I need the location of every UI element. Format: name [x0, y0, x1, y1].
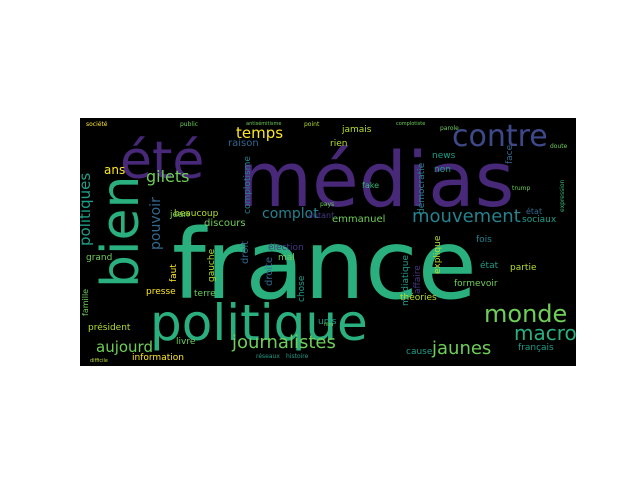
word-etat-1: état	[526, 206, 542, 216]
word-autant: autant	[308, 211, 334, 220]
word-rien: rien	[330, 139, 347, 149]
word-aujourd: aujourd	[96, 338, 153, 356]
word-contre: contre	[452, 119, 548, 154]
word-raison: raison	[228, 138, 259, 149]
word-affaire: affaire	[413, 265, 423, 294]
word-faut: faut	[169, 264, 179, 282]
word-discours: discours	[204, 218, 246, 229]
word-francais: français	[518, 343, 554, 353]
word-droite: droite	[264, 257, 275, 286]
word-monde: monde	[484, 300, 567, 328]
word-cloud-canvas: médias france politique été bien contre …	[80, 119, 576, 364]
word-unis: unis	[318, 317, 337, 327]
word-bien: bien	[91, 176, 151, 288]
word-gilets: gilets	[146, 167, 190, 186]
word-sociaux: sociaux	[522, 215, 557, 225]
word-livre: livre	[176, 337, 196, 347]
word-democratie: démocratie	[416, 162, 427, 214]
word-cloud: médias france politique été bien contre …	[80, 118, 576, 366]
word-gauche: gauche	[207, 248, 217, 282]
word-journalistes: journalistes	[231, 332, 336, 353]
word-doute: doute	[550, 143, 568, 150]
word-mal: mal	[278, 253, 295, 263]
word-jean: jean	[169, 210, 189, 220]
word-fake: fake	[362, 181, 379, 190]
word-non: non	[434, 165, 451, 175]
word-beaucoup: beaucoup	[174, 209, 219, 219]
word-temps: temps	[236, 124, 283, 142]
word-face: face	[505, 144, 515, 164]
word-reseaux: réseaux	[256, 353, 280, 360]
word-complotiste: complotiste	[396, 121, 425, 127]
word-information: information	[132, 353, 184, 363]
word-news: news	[432, 151, 456, 161]
word-president: président	[88, 322, 131, 333]
word-france: france	[172, 209, 477, 321]
word-mouvement: mouvement	[412, 206, 521, 227]
word-pays: pays	[320, 201, 334, 208]
word-presse: presse	[146, 287, 176, 297]
word-terre: terre	[194, 289, 216, 299]
word-famille: famille	[81, 289, 90, 316]
word-fois: fois	[476, 235, 492, 245]
word-ans: ans	[104, 163, 125, 177]
word-etat-2: état	[480, 260, 499, 271]
word-grand: grand	[86, 253, 112, 263]
word-cause: cause	[406, 347, 433, 357]
word-jamais: jamais	[341, 125, 372, 135]
word-antisemitisme: antisémitisme	[246, 120, 281, 127]
word-societe: société	[86, 121, 108, 128]
word-politiques: politiques	[80, 173, 94, 246]
word-ete: été	[120, 131, 204, 191]
word-election: élection	[268, 242, 304, 253]
word-trump: trump	[512, 185, 530, 192]
word-explique: explique	[433, 235, 443, 274]
word-point: point	[304, 121, 320, 128]
word-histoire: histoire	[286, 353, 309, 360]
word-droit: droit	[240, 241, 251, 264]
word-film: film	[324, 322, 334, 328]
word-expression: expression	[559, 179, 566, 212]
word-emmanuel: emmanuel	[332, 214, 385, 225]
word-difficile: difficile	[90, 358, 108, 364]
word-theories: théories	[400, 292, 437, 303]
word-complotisme: complotisme	[243, 156, 253, 214]
word-jaunes: jaunes	[431, 338, 491, 359]
word-politique: politique	[150, 294, 368, 352]
word-formevoir: formevoir	[454, 279, 498, 289]
word-mediatique: médiatique	[400, 255, 411, 306]
word-pouvoir: pouvoir	[148, 197, 164, 250]
word-chose: chose	[297, 275, 307, 302]
word-complot: complot	[262, 206, 319, 222]
word-macron: macron	[514, 321, 576, 345]
word-public: public	[180, 121, 198, 128]
word-partie: partie	[510, 263, 537, 273]
word-medias: médias	[238, 135, 514, 224]
word-parole: parole	[440, 125, 459, 132]
